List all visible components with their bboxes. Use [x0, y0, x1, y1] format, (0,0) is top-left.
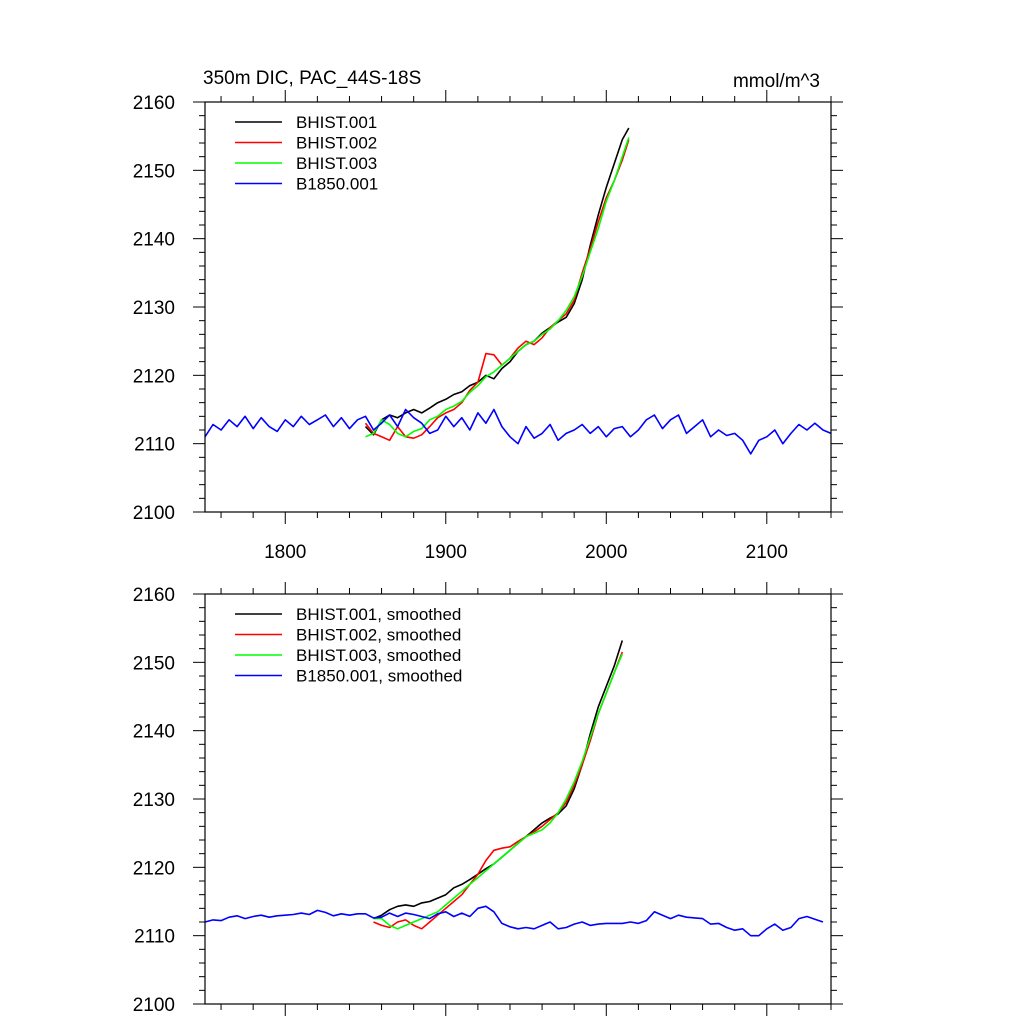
tick-layer — [193, 582, 843, 1016]
tick-label-layer: 2100 2110 2120 2130 2140 2150 2160 — [133, 585, 175, 1016]
legend-label: B1850.001, smoothed — [296, 667, 462, 686]
legend-label: BHIST.003 — [296, 154, 377, 173]
series-line-bhist-002 — [373, 651, 624, 930]
series-line-b1850-001 — [204, 905, 824, 937]
y-tick-label: 2160 — [133, 93, 175, 114]
x-tick-label: 1900 — [425, 542, 467, 563]
series-line-b1850-001 — [204, 408, 832, 455]
y-tick-label: 2140 — [133, 230, 175, 251]
y-tick-label: 2130 — [133, 298, 175, 319]
y-tick-label: 2150 — [133, 161, 175, 182]
plot-frame — [204, 101, 832, 513]
legend-label: B1850.001 — [296, 175, 378, 194]
legend-label: BHIST.001, smoothed — [296, 605, 461, 624]
y-tick-label: 2100 — [133, 995, 175, 1016]
y-tick-label: 2100 — [133, 503, 175, 524]
legend-label: BHIST.001 — [296, 113, 377, 132]
series-line-bhist-003 — [373, 653, 624, 930]
legend-label: BHIST.002, smoothed — [296, 626, 461, 645]
series-line-bhist-001 — [364, 127, 630, 436]
series-layer — [204, 640, 824, 937]
x-tick-label: 1800 — [264, 542, 306, 563]
y-tick-label: 2150 — [133, 653, 175, 674]
top-panel: 350m DIC, PAC_44S-18S mmol/m^3 210021102… — [133, 68, 843, 563]
legend-label: BHIST.003, smoothed — [296, 646, 461, 665]
y-tick-label: 2130 — [133, 790, 175, 811]
x-tick-label: 2000 — [585, 542, 627, 563]
y-tick-label: 2110 — [134, 927, 175, 948]
series-line-bhist-002 — [364, 139, 630, 442]
units-label: mmol/m^3 — [733, 71, 820, 92]
y-tick-label: 2140 — [133, 722, 175, 743]
y-tick-label: 2120 — [133, 858, 175, 879]
legend: BHIST.001, smoothed BHIST.002, smoothedBH… — [235, 605, 462, 686]
x-tick-label: 2100 — [746, 542, 788, 563]
y-tick-label: 2120 — [133, 366, 175, 387]
tick-layer — [193, 90, 843, 524]
series-line-bhist-003 — [365, 137, 630, 438]
chart-title: 350m DIC, PAC_44S-18S — [203, 68, 421, 89]
y-tick-label: 2160 — [133, 585, 175, 606]
legend-label: BHIST.002 — [296, 134, 377, 153]
plot-frame — [204, 593, 832, 1005]
bottom-panel: 2100 2110 2120 2130 2140 2150 2160 BHIST.001, … — [133, 582, 843, 1016]
tick-label-layer: 2100 2110 2120 2130 2140 2150 2160 1800 1900 2000… — [133, 93, 788, 563]
series-layer — [204, 127, 832, 455]
y-tick-label: 2110 — [134, 435, 175, 456]
